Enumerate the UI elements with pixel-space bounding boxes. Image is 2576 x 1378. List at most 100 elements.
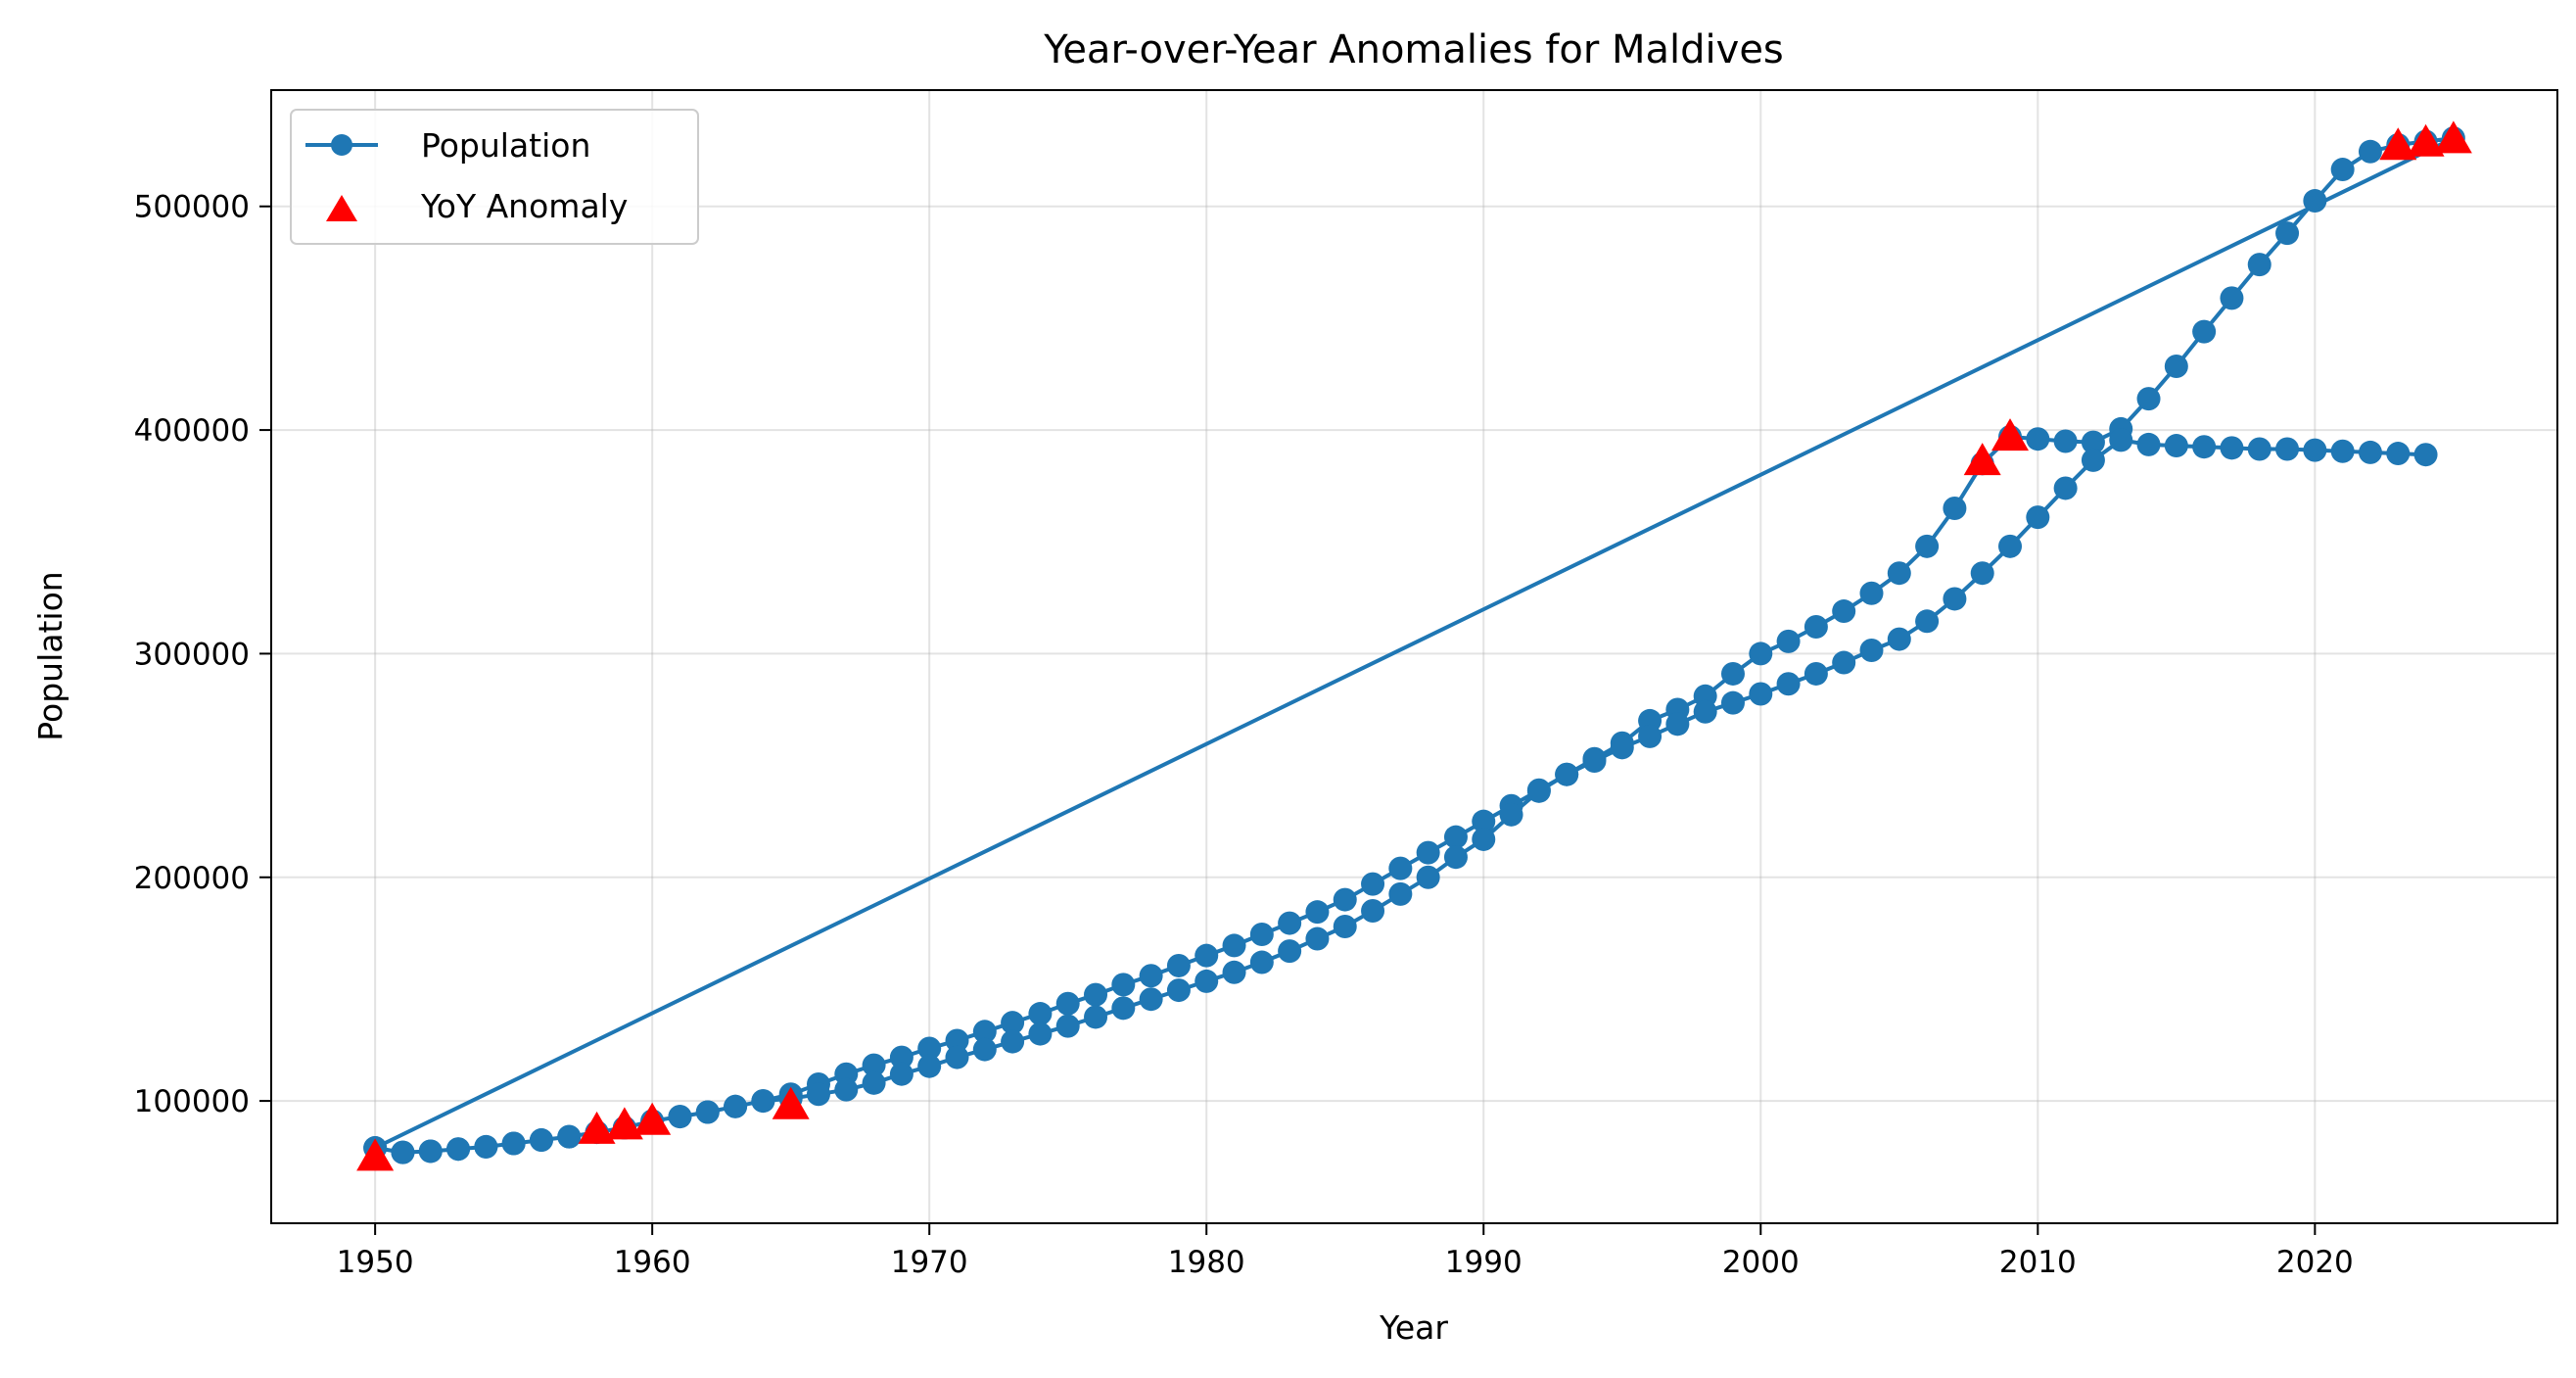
x-tick-label: 1990 bbox=[1445, 1245, 1522, 1280]
legend-anomaly-marker bbox=[326, 195, 357, 221]
population-point bbox=[1028, 1022, 1053, 1046]
population-point bbox=[1194, 943, 1219, 968]
population-point bbox=[1388, 881, 1413, 906]
population-point bbox=[2247, 253, 2272, 277]
population-point bbox=[2330, 158, 2355, 182]
population-point bbox=[1111, 973, 1136, 997]
legend-box bbox=[290, 109, 699, 245]
x-tick-label: 2000 bbox=[1722, 1245, 1800, 1280]
population-point bbox=[1001, 1029, 1025, 1054]
y-tick-label: 500000 bbox=[134, 190, 250, 225]
anomaly-marker bbox=[578, 1111, 616, 1144]
population-point bbox=[1166, 953, 1191, 977]
population-point bbox=[1610, 736, 1634, 760]
population-point bbox=[1776, 629, 1801, 653]
x-tick-label: 2010 bbox=[1999, 1245, 2077, 1280]
population-point bbox=[2136, 387, 2161, 411]
population-point bbox=[2275, 221, 2300, 246]
population-point bbox=[1526, 779, 1551, 803]
population-point bbox=[391, 1140, 415, 1164]
population-point bbox=[1084, 1005, 1108, 1029]
y-tick-label: 300000 bbox=[134, 637, 250, 672]
population-point bbox=[1305, 927, 1330, 951]
population-point bbox=[2303, 189, 2327, 214]
x-tick-label: 1980 bbox=[1168, 1245, 1245, 1280]
anomaly-marker bbox=[2379, 127, 2417, 161]
population-point bbox=[1970, 561, 1994, 586]
population-point bbox=[2220, 286, 2244, 310]
population-point bbox=[1555, 762, 1579, 786]
population-point bbox=[1859, 581, 1884, 605]
population-point bbox=[1720, 690, 1745, 715]
anomaly-marker bbox=[2434, 120, 2472, 154]
population-point bbox=[2053, 429, 2078, 453]
axis-ticks: 1950 1960 1970 1980 1990 2000 2010 2020 100000 20… bbox=[134, 190, 2354, 1280]
population-point bbox=[2026, 505, 2050, 530]
population-point bbox=[1388, 856, 1413, 880]
population-point bbox=[945, 1028, 969, 1053]
population-point bbox=[1361, 872, 1385, 896]
population-point bbox=[1472, 827, 1496, 851]
population-point bbox=[889, 1045, 913, 1069]
population-point bbox=[2164, 355, 2188, 379]
population-point bbox=[1249, 950, 1274, 974]
population-point bbox=[1803, 661, 1828, 686]
population-point bbox=[695, 1100, 720, 1124]
x-tick-label: 1950 bbox=[337, 1245, 414, 1280]
population-point bbox=[1028, 1002, 1053, 1026]
population-point bbox=[2358, 139, 2382, 164]
population-point bbox=[2413, 443, 2438, 467]
population-point bbox=[1278, 939, 1302, 964]
population-point bbox=[446, 1137, 471, 1162]
population-point bbox=[972, 1037, 997, 1062]
population-point bbox=[1998, 534, 2023, 558]
population-point bbox=[474, 1134, 498, 1159]
population-point bbox=[2081, 430, 2105, 454]
grid-lines bbox=[271, 90, 2557, 1223]
anomaly-marker bbox=[605, 1107, 643, 1140]
population-point bbox=[724, 1094, 748, 1118]
y-axis-label: Population bbox=[31, 571, 70, 740]
population-point bbox=[1472, 809, 1496, 833]
population-point bbox=[1443, 845, 1468, 870]
x-tick-label: 1960 bbox=[614, 1245, 691, 1280]
anomaly-marker bbox=[356, 1138, 395, 1171]
population-point bbox=[2220, 436, 2244, 460]
population-point bbox=[917, 1036, 942, 1061]
population-point bbox=[1443, 825, 1468, 849]
population-point bbox=[1915, 534, 1940, 558]
population-point bbox=[2303, 438, 2327, 462]
population-point bbox=[1055, 1014, 1080, 1038]
population-point bbox=[1582, 749, 1607, 774]
population-point bbox=[1693, 699, 1717, 724]
population-point bbox=[862, 1070, 886, 1095]
population-point bbox=[1278, 911, 1302, 935]
population-point bbox=[418, 1139, 443, 1164]
population-point bbox=[1887, 627, 1911, 651]
population-point bbox=[2275, 437, 2300, 461]
population-point bbox=[501, 1131, 526, 1156]
population-point bbox=[1361, 899, 1385, 924]
population-point bbox=[557, 1124, 582, 1149]
population-point bbox=[1305, 900, 1330, 925]
x-tick-label: 2020 bbox=[2276, 1245, 2354, 1280]
population-point bbox=[1139, 964, 1163, 988]
population-point bbox=[972, 1020, 997, 1044]
population-point bbox=[834, 1077, 859, 1102]
population-point bbox=[945, 1045, 969, 1069]
population-point bbox=[2358, 440, 2382, 464]
population-point bbox=[806, 1082, 830, 1107]
x-axis-label: Year bbox=[1379, 1308, 1448, 1347]
population-point bbox=[2053, 476, 2078, 500]
population-point bbox=[1084, 982, 1108, 1007]
population-point bbox=[2136, 432, 2161, 456]
population-point bbox=[1803, 615, 1828, 640]
population-point bbox=[1166, 978, 1191, 1003]
population-point bbox=[1638, 724, 1663, 748]
population-point bbox=[1832, 650, 1856, 675]
population-point bbox=[2192, 435, 2217, 459]
population-point bbox=[1499, 802, 1523, 827]
population-point bbox=[1943, 587, 1967, 611]
population-point bbox=[1915, 609, 1940, 634]
population-point bbox=[1139, 987, 1163, 1012]
